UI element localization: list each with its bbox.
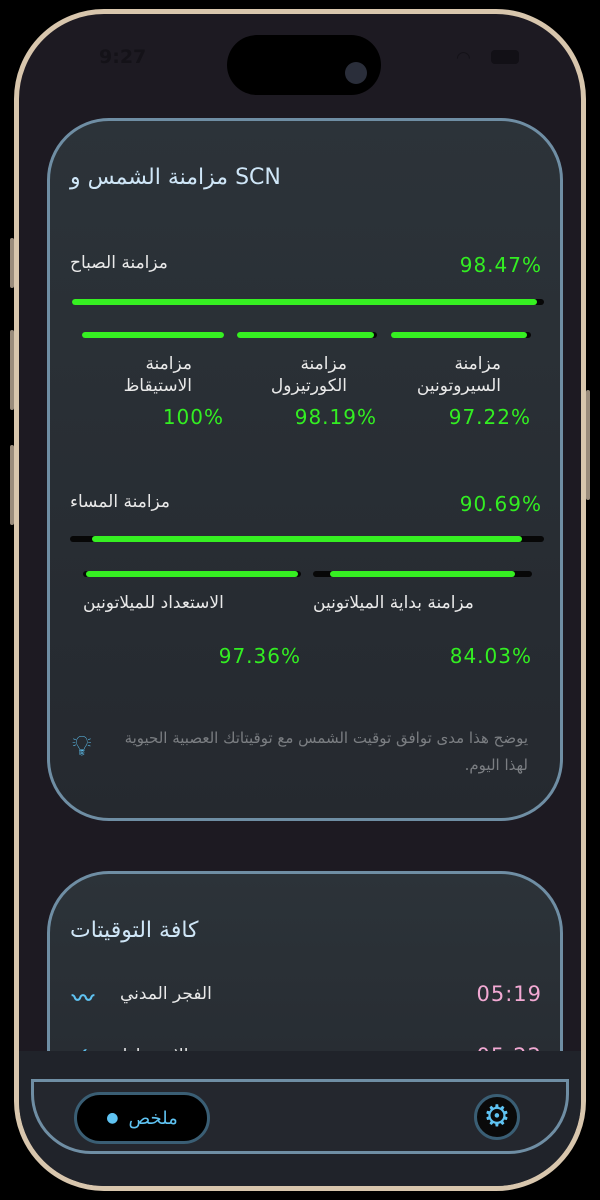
melatonin-onset-progress xyxy=(313,571,532,577)
dots-icon: ● xyxy=(106,1110,119,1126)
serotonin-progress xyxy=(391,332,531,338)
serotonin-value: 97.22% xyxy=(448,405,531,429)
cortisol-progress xyxy=(237,332,377,338)
volume-up-button xyxy=(10,330,14,410)
progress-fill xyxy=(82,332,224,338)
summary-button[interactable]: ● ملخص xyxy=(74,1092,210,1144)
serotonin-label: مزامنة السيروتونين xyxy=(416,354,501,396)
bottom-nav: ● ملخص ⚙ xyxy=(31,1079,569,1154)
battery-icon xyxy=(491,50,519,64)
settings-button[interactable]: ⚙ xyxy=(474,1094,520,1140)
hint-text: يوضح هذا مدى توافق توقيت الشمس مع توقيتا… xyxy=(124,729,528,774)
action-button xyxy=(10,238,14,288)
camera xyxy=(345,62,367,84)
trend-icon: 〰 xyxy=(72,987,95,1012)
power-button xyxy=(586,390,590,500)
progress-fill xyxy=(237,332,375,338)
progress-fill xyxy=(85,571,299,577)
scn-sync-card: مزامنة الشمس و SCN مزامنة الصباح 98.47% … xyxy=(47,118,563,821)
melatonin-onset-value: 84.03% xyxy=(449,644,532,668)
melatonin-onset-label: مزامنة بداية الميلاتونين xyxy=(313,593,474,613)
progress-fill xyxy=(391,332,528,338)
summary-label: ملخص xyxy=(128,1107,178,1129)
morning-progress xyxy=(72,299,544,305)
evening-value: 90.69% xyxy=(459,492,542,516)
status-time: 9:27 xyxy=(99,46,147,68)
wake-label: مزامنة الاستيقاظ xyxy=(123,354,192,396)
bottom-bar: ● ملخص ⚙ xyxy=(19,1051,581,1186)
timing-label: الفجر المدني xyxy=(120,984,212,1004)
progress-fill xyxy=(92,536,522,542)
melatonin-readiness-label: الاستعداد للميلاتونين xyxy=(83,593,224,613)
gear-icon: ⚙ xyxy=(483,1099,511,1134)
timing-value: 05:19 xyxy=(476,982,542,1006)
cortisol-value: 98.19% xyxy=(294,405,377,429)
progress-fill xyxy=(330,571,515,577)
phone-screen: 9:27 ◠ مزامنة الشمس و SCN مزامنة الصباح … xyxy=(14,9,586,1191)
evening-progress xyxy=(70,536,544,542)
morning-label: مزامنة الصباح xyxy=(70,253,168,273)
melatonin-readiness-value: 97.36% xyxy=(218,644,301,668)
wake-progress xyxy=(82,332,224,338)
card-title: كافة التوقيتات xyxy=(70,918,199,943)
progress-fill xyxy=(72,299,537,305)
volume-down-button xyxy=(10,445,14,525)
morning-value: 98.47% xyxy=(459,253,542,277)
wifi-icon: ◠ xyxy=(456,48,471,68)
cortisol-label: مزامنة الكورتيزول xyxy=(270,354,347,396)
wake-value: 100% xyxy=(162,405,224,429)
lightbulb-sparkle-icon: 💡︎ xyxy=(72,729,92,762)
evening-label: مزامنة المساء xyxy=(70,492,171,512)
melatonin-readiness-progress xyxy=(83,571,301,577)
card-title: مزامنة الشمس و SCN xyxy=(70,165,281,190)
